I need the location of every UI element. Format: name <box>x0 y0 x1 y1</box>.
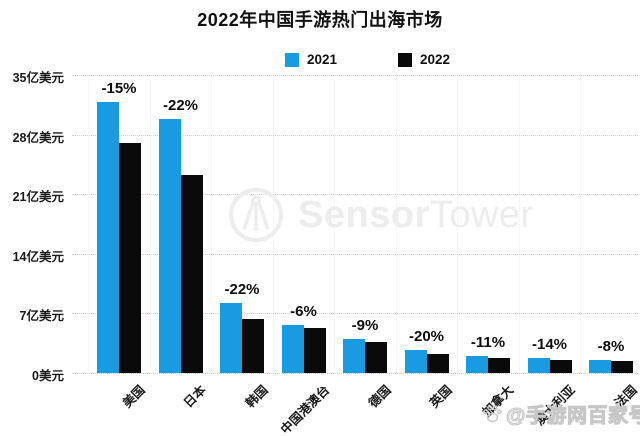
legend-item-2021: 2021 <box>285 52 337 67</box>
y-axis-tick-label: 0美元 <box>32 369 64 383</box>
x-axis-category-label: 法国 <box>612 382 640 411</box>
legend-swatch-2022 <box>398 52 412 67</box>
gridline-vertical <box>272 75 274 373</box>
bar-2021-法国 <box>589 360 611 373</box>
legend-swatch-2021 <box>285 52 299 67</box>
change-label: -20% <box>408 328 445 345</box>
x-axis-category-label: 日本 <box>181 382 210 411</box>
bar-2022-中国港澳台 <box>303 327 326 373</box>
gridline-horizontal <box>72 194 638 196</box>
change-label: -22% <box>224 281 260 299</box>
y-axis-tick-label: 14亿美元 <box>12 249 64 264</box>
bar-2021-韩国 <box>220 303 242 373</box>
gridline-vertical <box>88 75 89 373</box>
y-axis-tick-label: 21亿美元 <box>12 190 64 205</box>
gridline-vertical <box>149 75 151 373</box>
change-label: -9% <box>351 316 379 334</box>
bar-2021-中国港澳台 <box>281 325 304 373</box>
gridline-vertical <box>211 75 212 373</box>
change-label: -11% <box>470 333 506 351</box>
bar-2021-美国 <box>97 102 119 373</box>
y-axis-tick-label: 28亿美元 <box>12 130 64 145</box>
legend-label-2022: 2022 <box>420 52 451 67</box>
x-axis-category-label: 美国 <box>120 382 148 411</box>
x-axis-category-label: 韩国 <box>243 382 271 411</box>
x-axis-category-label: 加拿大 <box>480 382 517 420</box>
legend-label-2021: 2021 <box>307 52 338 67</box>
gridline-vertical <box>580 75 581 373</box>
change-label: -8% <box>597 338 625 356</box>
y-axis-tick-label: 7亿美元 <box>19 309 64 324</box>
x-axis-category-label: 英国 <box>427 382 456 411</box>
gridline-vertical <box>518 75 520 373</box>
gridline-horizontal <box>72 373 638 374</box>
bar-2022-韩国 <box>242 318 264 373</box>
bar-2021-澳大利亚 <box>527 357 550 373</box>
bar-2022-美国 <box>119 143 141 373</box>
change-label: -22% <box>162 97 199 115</box>
change-label: -6% <box>290 303 317 321</box>
gridline-horizontal <box>72 313 638 315</box>
bar-2022-英国 <box>426 354 449 373</box>
x-axis-category-label: 澳大利亚 <box>532 382 579 429</box>
bar-2022-德国 <box>365 342 387 373</box>
bar-2022-法国 <box>611 361 633 373</box>
gridline-horizontal <box>72 75 638 76</box>
gridline-horizontal <box>72 253 638 255</box>
change-label: -14% <box>531 335 568 353</box>
gridline-vertical <box>395 75 397 373</box>
bar-2022-澳大利亚 <box>549 359 572 373</box>
bar-2021-德国 <box>343 338 365 373</box>
bar-2021-英国 <box>404 350 427 373</box>
legend-item-2022: 2022 <box>398 52 450 67</box>
bar-2022-日本 <box>180 175 203 373</box>
bar-2021-日本 <box>158 119 181 373</box>
gridline-horizontal <box>72 134 638 136</box>
y-axis-tick-label: 35亿美元 <box>12 71 64 85</box>
x-axis-category-label: 中国港澳台 <box>278 382 333 436</box>
bar-2022-加拿大 <box>488 357 510 373</box>
x-axis-category-label: 德国 <box>366 382 394 411</box>
change-label: -15% <box>101 80 137 98</box>
gridline-vertical <box>457 75 458 373</box>
gridline-vertical <box>334 75 335 373</box>
chart-title: 2022年中国手游热门出海市场 <box>197 10 443 30</box>
bar-2021-加拿大 <box>466 355 488 373</box>
